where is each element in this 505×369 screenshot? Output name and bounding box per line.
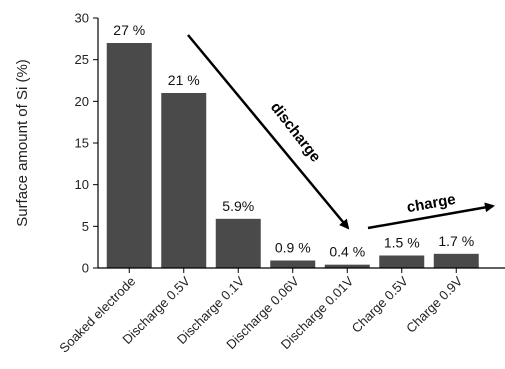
y-tick-label: 25 <box>75 52 89 67</box>
y-tick-label: 20 <box>75 94 89 109</box>
y-axis-label: Surface amount of Si (%) <box>14 59 31 227</box>
data-label: 5.9% <box>222 198 254 214</box>
data-label: 21 % <box>168 72 200 88</box>
discharge-annotation: discharge <box>267 99 324 165</box>
x-tick-label: Charge 0.5V <box>349 273 411 335</box>
data-label: 1.7 % <box>438 233 474 249</box>
bar <box>216 219 261 268</box>
data-label: 0.9 % <box>275 240 311 256</box>
bar <box>107 43 152 268</box>
data-label: 27 % <box>113 22 145 38</box>
bar <box>379 256 424 269</box>
bar <box>270 261 315 269</box>
y-tick-label: 15 <box>75 136 89 151</box>
y-tick-label: 5 <box>82 219 89 234</box>
charge-annotation: charge <box>406 191 457 216</box>
data-label: 1.5 % <box>384 235 420 251</box>
discharge-arrow <box>188 35 348 228</box>
y-tick-label: 0 <box>82 261 89 276</box>
y-tick-label: 10 <box>75 177 89 192</box>
x-tick-label: Charge 0.9V <box>403 273 465 335</box>
data-label: 0.4 % <box>329 244 365 260</box>
bar <box>434 254 479 268</box>
y-tick-label: 30 <box>75 11 89 26</box>
bar <box>161 93 206 268</box>
